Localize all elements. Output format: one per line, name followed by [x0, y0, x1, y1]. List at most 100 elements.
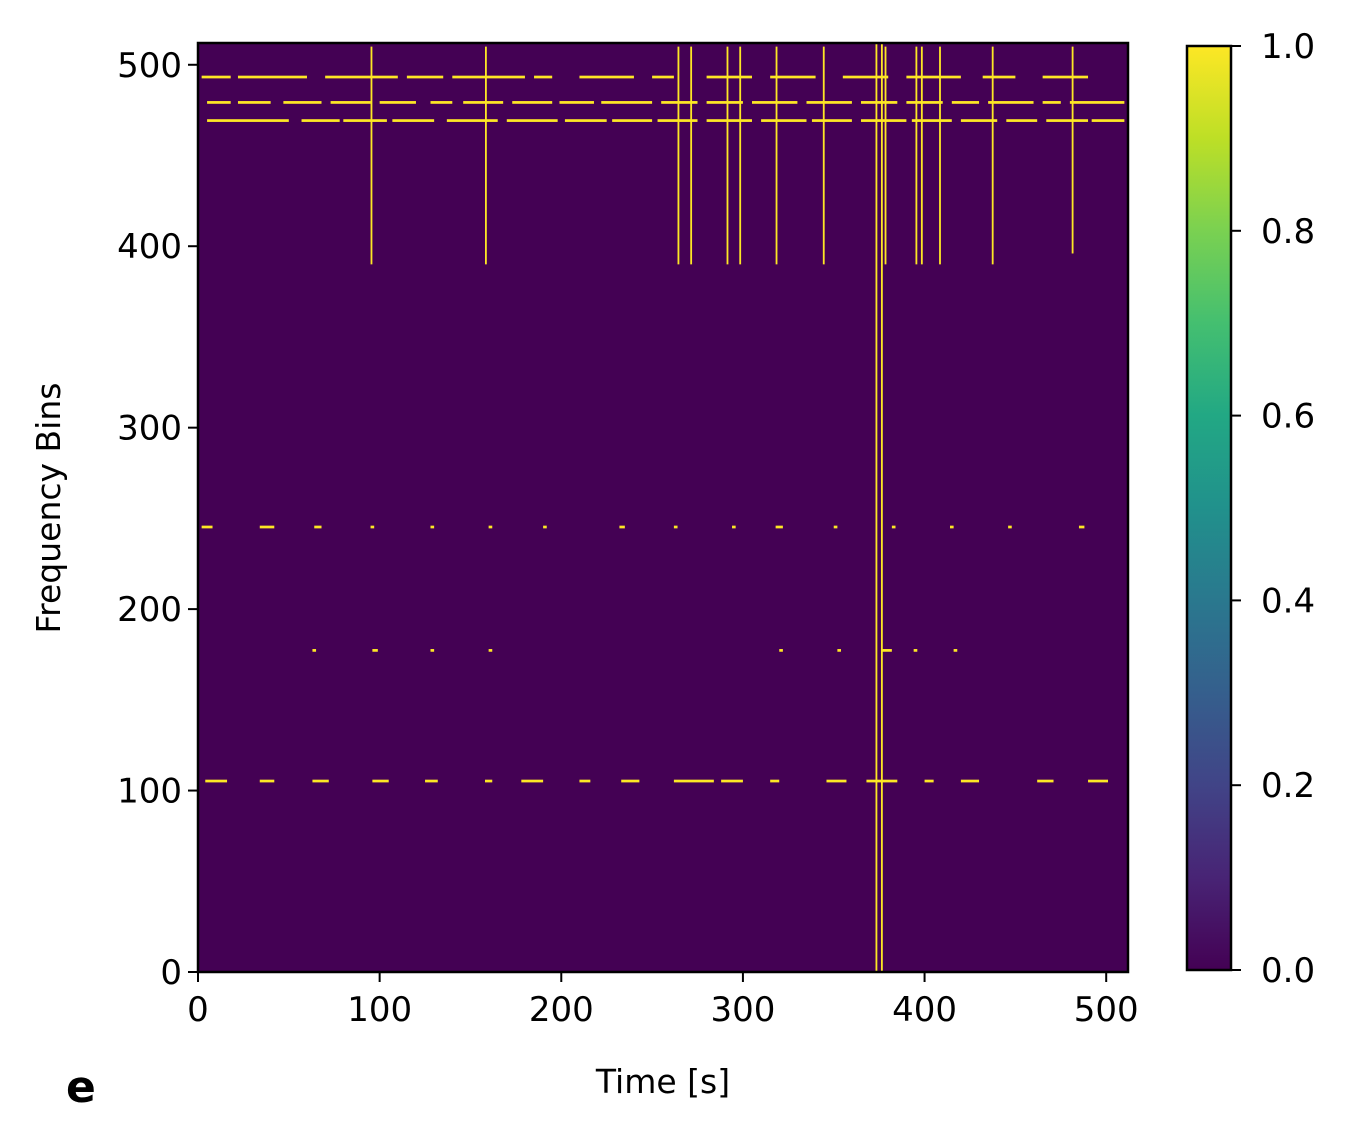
active-row-segment [619, 525, 625, 529]
active-column [875, 43, 878, 972]
active-row-segment [860, 119, 907, 122]
x-axis-label: Time [s] [595, 1062, 730, 1101]
active-row-segment [842, 75, 889, 79]
active-row-segment [379, 101, 416, 104]
x-tick-label: 0 [187, 990, 209, 1030]
active-row-segment [953, 649, 958, 652]
active-row-segment [205, 779, 228, 783]
colorbar-tick-label: 1.0 [1261, 27, 1315, 67]
active-row-segment [207, 119, 289, 122]
active-row-segment [770, 779, 780, 783]
active-row-segment [521, 779, 544, 783]
active-row-segment [860, 101, 898, 104]
active-row-segment [237, 101, 271, 104]
active-row-segment [1037, 779, 1054, 783]
active-row-segment [312, 649, 317, 652]
x-tick-label: 500 [1074, 990, 1139, 1030]
active-column-segment [484, 46, 487, 265]
active-row-segment [779, 649, 783, 652]
y-axis: 0 100 200 300 400 500 [117, 46, 198, 993]
active-row-segment [312, 779, 329, 783]
active-row-segment [866, 779, 898, 783]
y-tick-label: 300 [117, 409, 182, 449]
active-row-segment [372, 649, 378, 652]
colorbar-tick-label: 0.8 [1261, 212, 1315, 252]
active-row-segment [201, 525, 213, 529]
x-axis: 0 100 200 300 400 500 [187, 972, 1139, 1030]
active-row-segment [1091, 119, 1125, 122]
active-row-segment [259, 525, 275, 529]
active-row-segment [463, 101, 504, 104]
active-row-segment [452, 75, 525, 79]
active-row-segment [913, 649, 918, 652]
active-row-segment [924, 779, 934, 783]
active-row-segment [752, 101, 798, 104]
active-row-segment [1046, 119, 1089, 122]
active-row-segment [826, 779, 847, 783]
active-row-segment [534, 75, 553, 79]
active-column-segment [920, 46, 923, 265]
active-row-segment [430, 649, 435, 652]
active-row-segment [601, 101, 653, 104]
colorbar-tick-label: 0.4 [1261, 581, 1315, 621]
active-row-segment [833, 525, 838, 529]
active-row-segment [506, 119, 558, 122]
active-row-segment [579, 75, 634, 79]
active-row-segment [811, 119, 852, 122]
active-row-segment [543, 525, 547, 529]
active-row-segment [775, 525, 783, 529]
active-row-segment [770, 75, 816, 79]
active-row-segment [951, 101, 980, 104]
active-column-segment [690, 46, 693, 265]
active-row-segment [488, 525, 493, 529]
active-row-segment [579, 779, 591, 783]
y-tick-label: 100 [117, 772, 182, 812]
heatmap-background [198, 43, 1128, 972]
active-row-segment [237, 75, 307, 79]
x-tick-label: 400 [892, 990, 957, 1030]
active-column-segment [370, 46, 373, 265]
x-tick-label: 200 [529, 990, 594, 1030]
active-row-segment [1088, 779, 1109, 783]
x-tick-label: 300 [710, 990, 775, 1030]
y-tick-label: 200 [117, 590, 182, 630]
colorbar-ticks: 0.0 0.2 0.4 0.6 0.8 1.0 [1231, 27, 1315, 991]
colorbar-tick-label: 0.2 [1261, 766, 1315, 806]
active-row-segment [488, 649, 493, 652]
colorbar-tick-label: 0.0 [1261, 951, 1315, 991]
active-row-segment [706, 101, 743, 104]
heatmap-cells [201, 43, 1125, 972]
active-column-segment [677, 46, 680, 265]
active-row-segment [732, 525, 736, 529]
active-row-segment [330, 101, 371, 104]
active-row-segment [314, 525, 322, 529]
active-row-segment [559, 101, 594, 104]
y-tick-label: 0 [160, 953, 182, 993]
active-row-segment [484, 779, 493, 783]
plot-frame [196, 41, 1130, 974]
active-column-segment [939, 46, 941, 265]
active-row-segment [564, 119, 607, 122]
y-axis-label: Frequency Bins [29, 383, 68, 634]
active-row-segment [673, 525, 678, 529]
active-row-segment [906, 101, 943, 104]
active-row-segment [982, 75, 1016, 79]
active-row-segment [661, 101, 698, 104]
active-column-segment [991, 46, 994, 265]
active-row-segment [837, 649, 842, 652]
active-row-segment [446, 119, 498, 122]
active-column-segment [775, 46, 778, 265]
heatmap-plot-area [196, 41, 1130, 974]
active-row-segment [911, 119, 952, 122]
active-row-segment [1006, 119, 1038, 122]
active-row-segment [325, 75, 398, 79]
active-row-segment [425, 779, 438, 783]
panel-label: e [66, 1062, 96, 1113]
active-column-segment [1071, 46, 1074, 254]
active-row-segment [706, 75, 753, 79]
active-row-segment [960, 119, 998, 122]
active-column-segment [822, 46, 825, 265]
active-row-segment [207, 101, 231, 104]
x-tick-label: 100 [347, 990, 412, 1030]
